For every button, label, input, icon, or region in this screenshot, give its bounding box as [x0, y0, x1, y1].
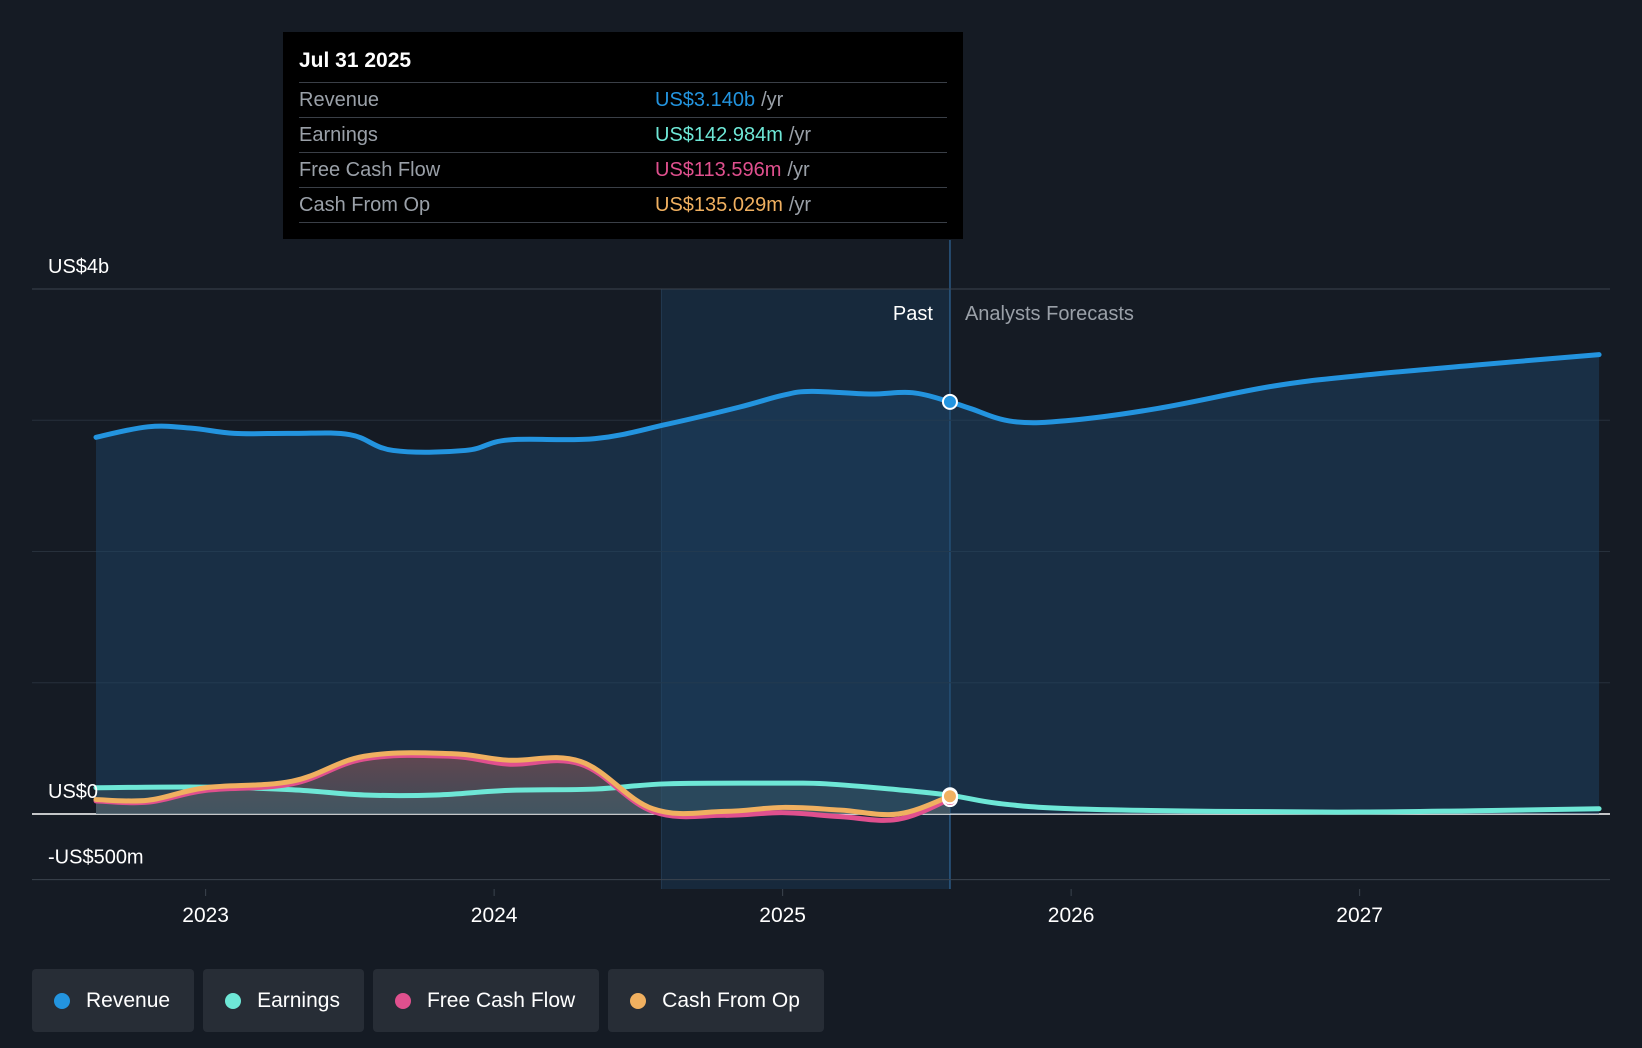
legend-label: Free Cash Flow [426, 988, 576, 1012]
legend-item-cash-from-op[interactable]: Cash From Op [608, 969, 824, 1032]
revenue-area [96, 354, 1600, 814]
x-tick-label: 2023 [182, 904, 229, 927]
legend-dot-icon [394, 992, 411, 1009]
cash-from-op-marker [941, 788, 958, 805]
tooltip-value: US$113.596m [655, 158, 782, 181]
tooltip-row-free-cash-flow: Free Cash Flow US$113.596m /yr [299, 152, 947, 187]
cash-from-op-line [93, 750, 953, 818]
free-cash-flow-line [93, 752, 953, 823]
tooltip-row-cash-from-op: Cash From Op US$135.029m /yr [299, 187, 947, 223]
tooltip-label: Earnings [299, 123, 378, 146]
legend-dot-icon [54, 992, 70, 1009]
tooltip-row-earnings: Earnings US$142.984m /yr [299, 117, 947, 152]
revenue-line [93, 352, 1602, 455]
legend-item-free-cash-flow[interactable]: Free Cash Flow [372, 969, 600, 1032]
tooltip-value: US$3.140b [655, 88, 756, 111]
y-tick-label: US$0 [48, 781, 98, 803]
revenue-marker [941, 393, 958, 410]
earnings-line [93, 780, 1602, 815]
legend-dot-icon [630, 992, 647, 1009]
x-tick-label: 2027 [1336, 904, 1383, 927]
legend-label: Revenue [86, 988, 171, 1012]
tooltip-label: Revenue [299, 88, 380, 111]
x-tick-label: 2025 [759, 904, 806, 927]
tooltip-unit: /yr [761, 88, 784, 111]
tooltip: Jul 31 2025 Revenue US$3.140b /yr Earnin… [283, 32, 963, 239]
tooltip-unit: /yr [788, 123, 812, 146]
tooltip-value: US$135.029m [655, 193, 783, 216]
x-tick-label: 2026 [1048, 904, 1095, 927]
cash-from-op-area [96, 752, 950, 815]
legend-dot-icon [225, 992, 242, 1009]
y-tick-label: US$4b [48, 256, 109, 278]
tooltip-unit: /yr [787, 158, 810, 181]
past-label: Past [893, 303, 933, 325]
tooltip-label: Cash From Op [299, 193, 431, 216]
tooltip-value: US$142.984m [655, 123, 783, 146]
legend: Revenue Earnings Free Cash Flow Cash Fro… [32, 969, 824, 1032]
tooltip-date: Jul 31 2025 [299, 49, 412, 72]
legend-label: Earnings [257, 988, 340, 1012]
legend-item-revenue[interactable]: Revenue [32, 969, 195, 1032]
tooltip-label: Free Cash Flow [299, 158, 441, 181]
tooltip-unit: /yr [788, 193, 812, 216]
tooltip-row-revenue: Revenue US$3.140b /yr [299, 82, 947, 117]
forecast-label: Analysts Forecasts [965, 303, 1134, 325]
legend-label: Cash From Op [662, 988, 800, 1012]
legend-item-earnings[interactable]: Earnings [203, 969, 364, 1032]
y-tick-label: -US$500m [48, 847, 144, 869]
earnings-area [96, 783, 950, 814]
x-tick-label: 2024 [471, 904, 518, 927]
